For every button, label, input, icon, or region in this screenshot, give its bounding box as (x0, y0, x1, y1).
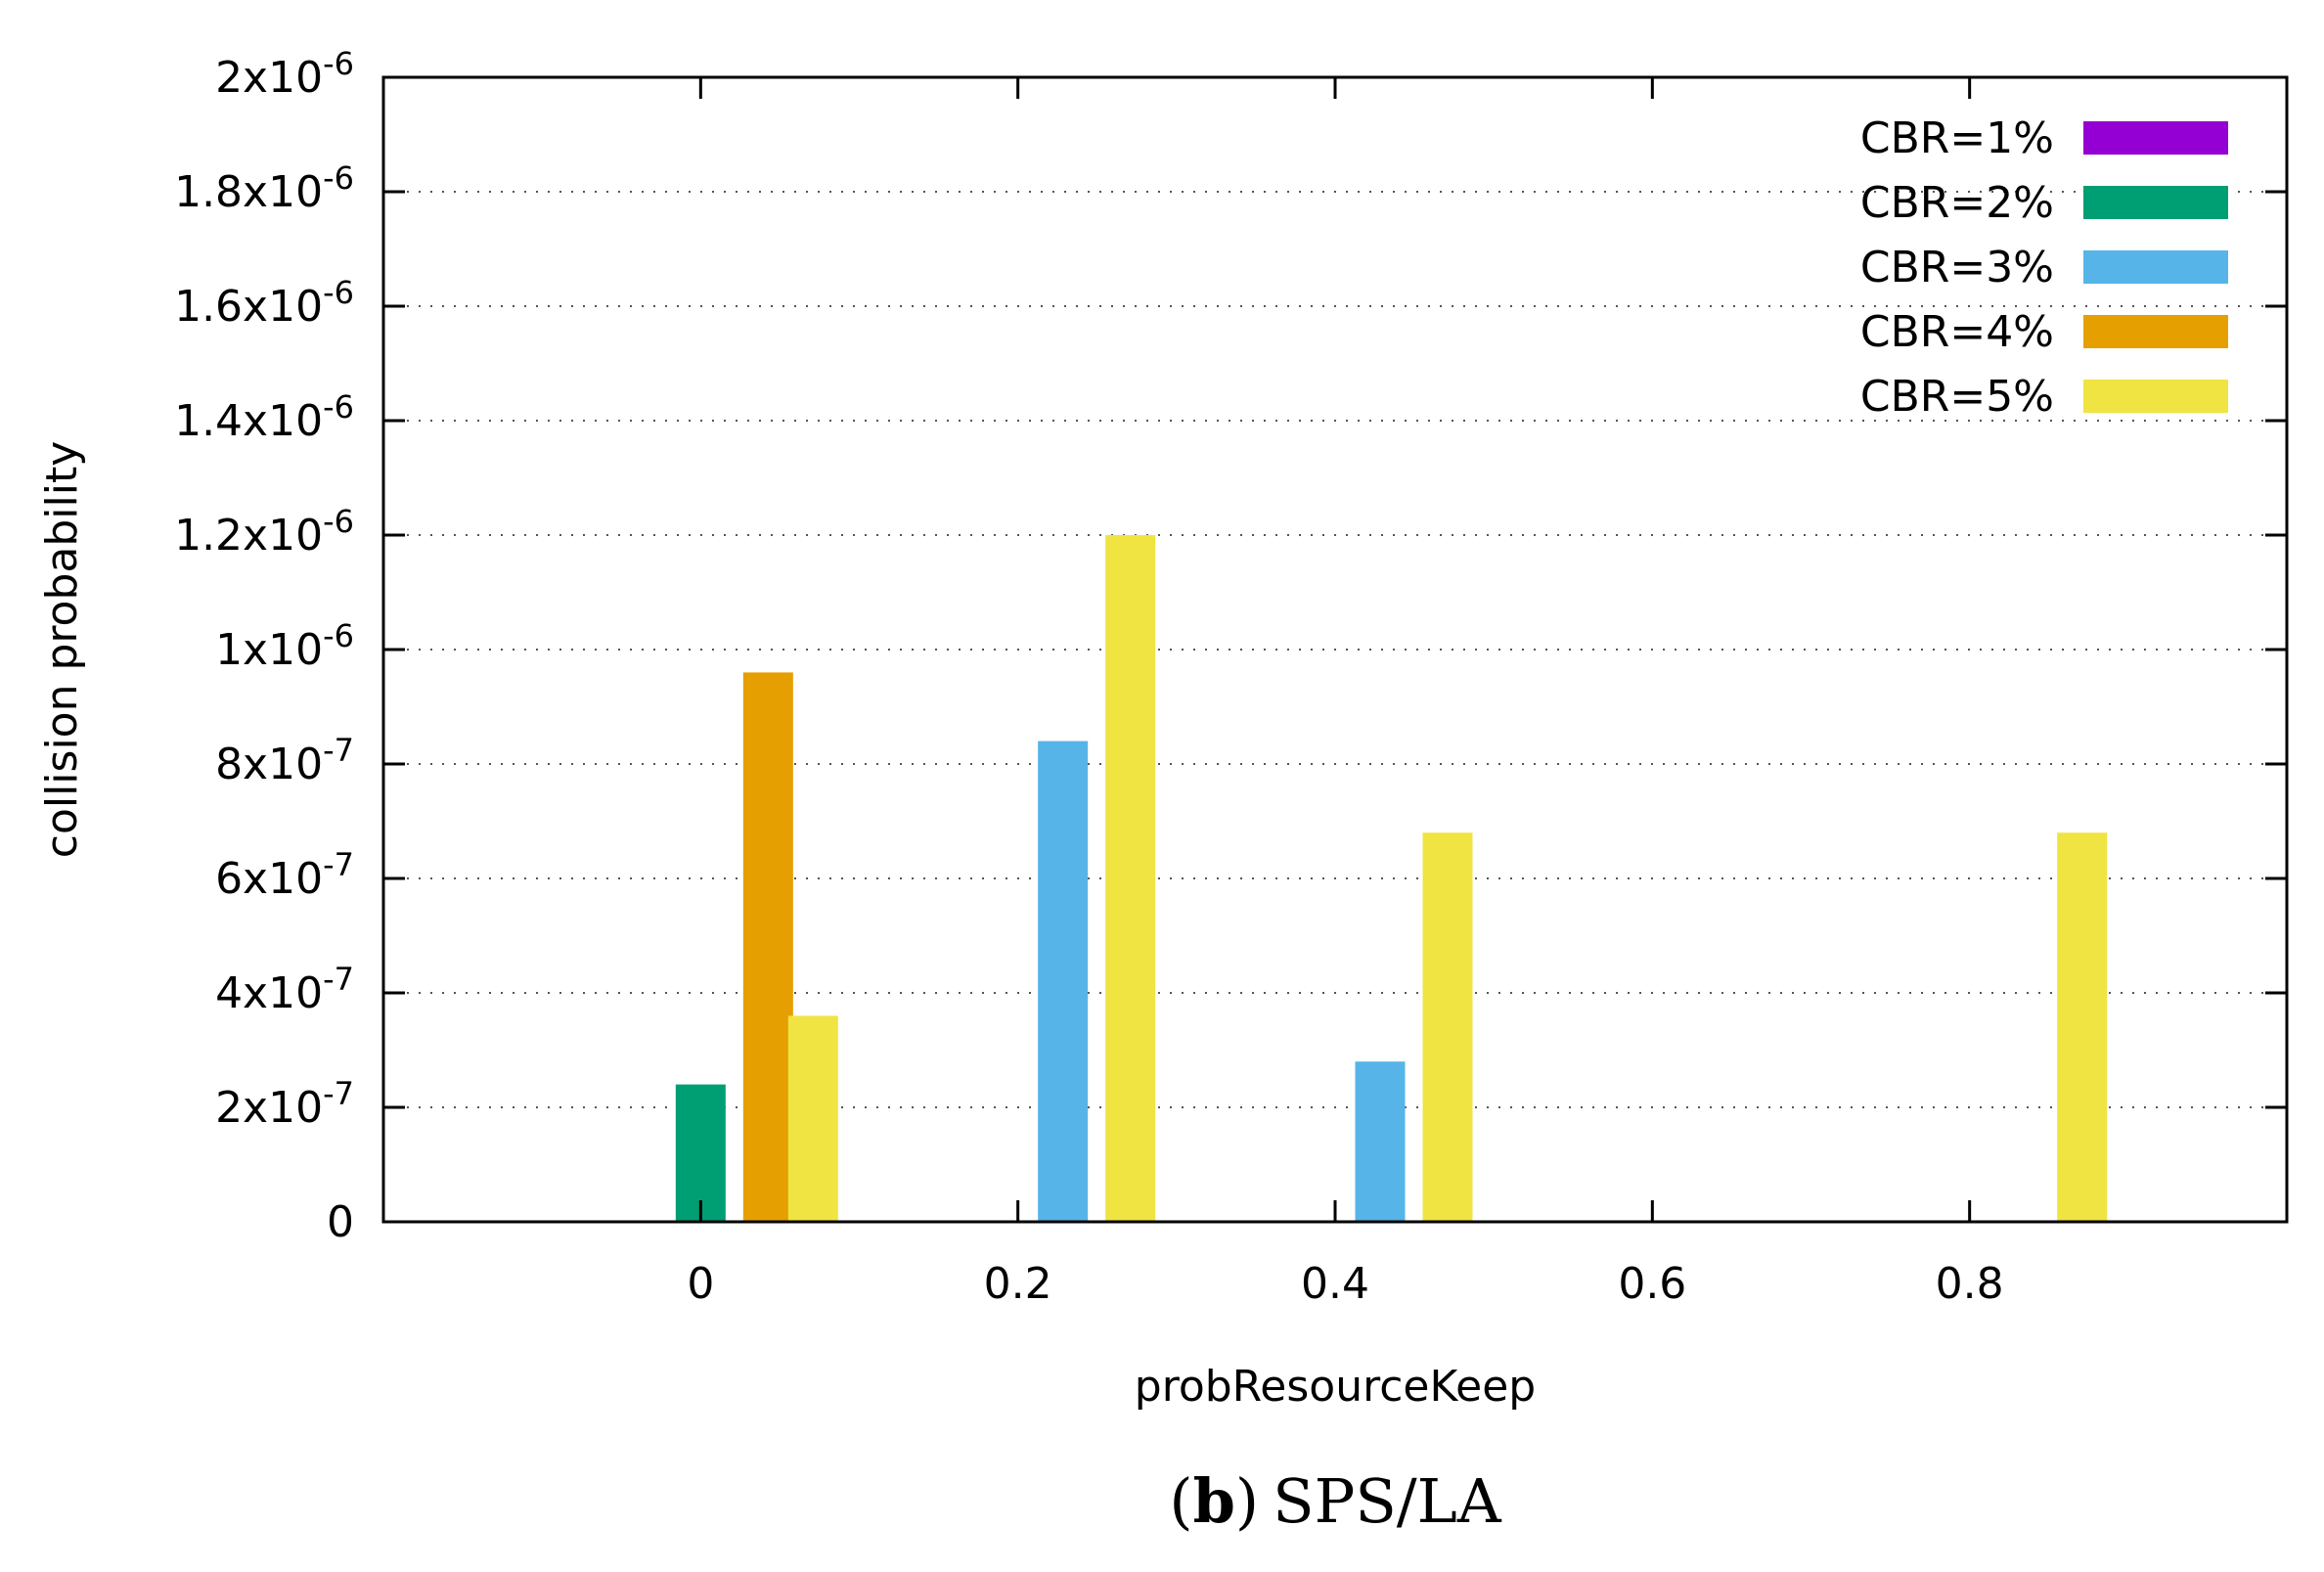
legend-swatch (2083, 315, 2228, 348)
legend-swatch (2083, 121, 2228, 155)
legend-label: CBR=2% (1860, 178, 2054, 228)
y-tick-label: 6x10-7 (215, 846, 354, 904)
legend: CBR=1% CBR=2% CBR=3% CBR=4% CBR=5% (1860, 113, 2228, 422)
y-axis-title: collision probability (37, 441, 87, 859)
bars (675, 535, 2108, 1222)
y-tick-label: 8x10-7 (215, 732, 354, 789)
legend-label: CBR=4% (1860, 307, 2054, 357)
bar (787, 1015, 838, 1222)
legend-label: CBR=5% (1860, 372, 2054, 422)
bar (742, 672, 793, 1222)
y-tick-label: 2x10-7 (215, 1075, 354, 1133)
caption-close-paren: ) (1235, 1465, 1259, 1537)
x-tick-labels: 0 0.2 0.4 0.6 0.8 (687, 1259, 2003, 1309)
x-tick-label: 0.8 (1936, 1259, 2004, 1309)
caption-open-paren: ( (1169, 1465, 1192, 1537)
legend-swatch (2083, 250, 2228, 284)
y-tick-label: 2x10-6 (215, 45, 354, 103)
x-tick-label: 0.4 (1301, 1259, 1369, 1309)
y-tick-label: 1.6x10-6 (174, 274, 354, 332)
bar (675, 1084, 726, 1222)
legend-swatch (2083, 380, 2228, 413)
y-tick-label: 1x10-6 (215, 617, 354, 675)
x-tick-label: 0.2 (984, 1259, 1052, 1309)
y-tick-label: 1.2x10-6 (174, 503, 354, 561)
x-tick-label: 0 (687, 1259, 714, 1309)
legend-label: CBR=3% (1860, 243, 2054, 292)
y-tick-label: 0 (327, 1197, 354, 1247)
svg-text:(b)SPS/LA: (b) SPS/LA (1169, 1465, 1501, 1537)
gridlines (383, 191, 2287, 1108)
x-tick-label: 0.6 (1618, 1259, 1686, 1309)
y-tick-label: 4x10-7 (215, 961, 354, 1018)
bar (1422, 832, 1473, 1222)
legend-label: CBR=1% (1860, 113, 2054, 163)
x-axis-title: probResourceKeep (1135, 1362, 1536, 1412)
caption-text: SPS/LA (1273, 1465, 1502, 1537)
bar (1355, 1061, 1406, 1222)
y-tick-labels: 0 2x10-7 4x10-7 6x10-7 8x10-7 1x10-6 1.2x10-6 1… (174, 45, 354, 1247)
legend-swatch (2083, 186, 2228, 219)
bar (1038, 741, 1089, 1222)
bar (1105, 535, 1156, 1222)
figure-caption: (b) SPS/LA (1169, 1465, 1501, 1537)
y-tick-label: 1.8x10-6 (174, 159, 354, 217)
bar (2057, 832, 2108, 1222)
y-tick-label: 1.4x10-6 (174, 388, 354, 446)
axis-ticks (383, 75, 2287, 1224)
caption-label: b (1193, 1465, 1235, 1537)
